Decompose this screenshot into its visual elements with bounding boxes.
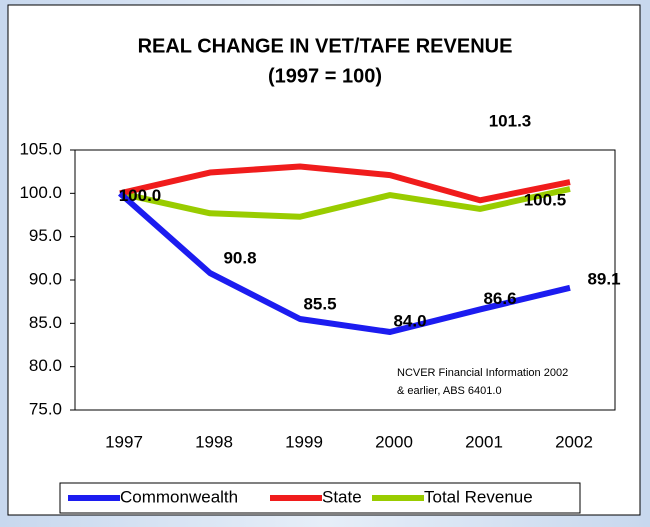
data-label: 101.3 <box>489 112 532 131</box>
legend-label: Total Revenue <box>424 487 533 506</box>
data-label: 85.5 <box>303 294 336 313</box>
data-label: 100.0 <box>119 186 162 205</box>
y-tick-label: 90.0 <box>29 269 62 288</box>
data-label: 90.8 <box>223 249 256 268</box>
x-tick-label: 1997 <box>105 432 143 451</box>
data-label: 86.6 <box>483 289 516 308</box>
data-label: 89.1 <box>587 269 620 288</box>
legend-label: State <box>322 487 362 506</box>
y-tick-label: 80.0 <box>29 356 62 375</box>
y-tick-label: 100.0 <box>19 183 62 202</box>
y-tick-label: 105.0 <box>19 139 62 158</box>
chart-subtitle: (1997 = 100) <box>268 65 382 87</box>
data-label: 84.0 <box>393 311 426 330</box>
x-tick-label: 2001 <box>465 432 503 451</box>
x-tick-label: 2000 <box>375 432 413 451</box>
series-line <box>119 186 571 220</box>
data-label: 100.5 <box>524 190 567 209</box>
x-tick-label: 1999 <box>285 432 323 451</box>
chart-title: REAL CHANGE IN VET/TAFE REVENUE <box>138 35 513 57</box>
legend-label: Commonwealth <box>120 487 238 506</box>
series-line <box>119 163 571 204</box>
x-tick-label: 2002 <box>555 432 593 451</box>
series-line <box>118 191 571 335</box>
y-tick-label: 95.0 <box>29 226 62 245</box>
y-tick-label: 75.0 <box>29 399 62 418</box>
annotation: NCVER Financial Information 2002 <box>397 367 568 379</box>
annotation: & earlier, ABS 6401.0 <box>397 385 502 397</box>
y-tick-label: 85.0 <box>29 313 62 332</box>
x-tick-label: 1998 <box>195 432 233 451</box>
